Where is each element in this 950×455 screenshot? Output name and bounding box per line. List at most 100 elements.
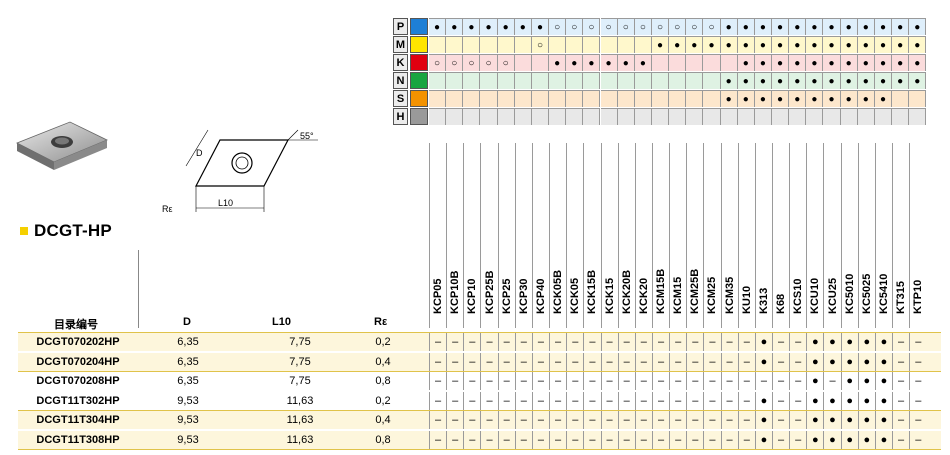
- grade-availability-cell: ●: [857, 372, 875, 390]
- grade-label: K313: [757, 287, 770, 314]
- material-suitability-cell: ●: [892, 36, 910, 53]
- grade-availability-cell: –: [892, 430, 909, 449]
- material-suitability-cell: ○: [566, 18, 584, 35]
- grade-availability-cell: –: [583, 430, 600, 449]
- grade-availability-cell: –: [480, 391, 497, 410]
- grade-availability-cell: –: [703, 391, 720, 410]
- grade-availability-cell: ●: [874, 391, 892, 410]
- grade-label: KTP10: [912, 279, 925, 314]
- grade-availability-cell: –: [651, 333, 669, 351]
- material-suitability-cell: ●: [874, 90, 893, 107]
- catalog-number: DCGT11T302HP: [36, 394, 120, 407]
- grade-availability-cell: –: [909, 391, 926, 410]
- grade-availability-cell: –: [669, 372, 686, 390]
- diameter-value: 6,35: [177, 336, 199, 348]
- grade-label: KT315: [895, 280, 908, 314]
- grade-label: KCM15B: [655, 268, 667, 314]
- grade-label: KCK05B: [552, 269, 565, 314]
- material-suitability-cell: ○: [429, 54, 447, 71]
- material-suitability-cell: ●: [857, 54, 875, 71]
- grade-availability-cell: –: [651, 391, 669, 410]
- grade-availability-cell: –: [789, 391, 806, 410]
- grade-availability-cell: ●: [840, 391, 858, 410]
- material-suitability-cell: ●: [480, 18, 498, 35]
- grade-availability-cell: –: [754, 372, 772, 390]
- material-suitability-cell: ●: [857, 72, 875, 89]
- material-suitability-cell: [497, 36, 515, 53]
- grade-availability-cell: –: [634, 333, 652, 351]
- insert-photo: [16, 121, 108, 170]
- grade-availability-cell: –: [634, 372, 652, 390]
- material-suitability-cell: [892, 90, 910, 107]
- grade-availability-cell: ●: [806, 430, 823, 449]
- grade-availability-cell: –: [703, 372, 720, 390]
- catalog-number: DCGT070208HP: [36, 375, 120, 387]
- grade-availability-cell: –: [737, 333, 755, 351]
- grade-availability-cell: –: [789, 430, 806, 449]
- material-suitability-cell: ●: [720, 36, 738, 53]
- material-suitability-cell: [566, 108, 584, 125]
- material-suitability-cell: ●: [737, 36, 755, 53]
- material-suitability-cell: ○: [549, 18, 567, 35]
- material-suitability-cell: [566, 72, 584, 89]
- grade-availability-cell: –: [446, 372, 463, 390]
- grade-availability-cell: –: [600, 411, 618, 429]
- material-suitability-cell: [514, 90, 532, 107]
- material-suitability-cell: [549, 36, 567, 53]
- material-suitability-cell: ●: [772, 18, 790, 35]
- grade-column: KCM15: [669, 143, 686, 328]
- material-suitability-cell: [446, 90, 464, 107]
- material-suitability-cell: ●: [806, 54, 824, 71]
- material-suitability-cell: ○: [686, 18, 704, 35]
- grade-availability-cell: –: [531, 333, 549, 351]
- material-suitability-cell: [446, 36, 464, 53]
- material-suitability-cell: [429, 72, 447, 89]
- grade-availability-cell: ●: [754, 333, 772, 351]
- material-color-swatch: [410, 108, 428, 125]
- grade-availability-cell: –: [720, 391, 738, 410]
- grade-availability-cell: –: [463, 430, 480, 449]
- grade-label: KCU25: [826, 277, 839, 314]
- grade-availability-cell: ●: [754, 352, 772, 371]
- grade-availability-cell: –: [463, 372, 480, 390]
- material-suitability-cell: [480, 90, 498, 107]
- material-suitability-cell: [463, 36, 481, 53]
- grade-availability-cell: –: [892, 352, 909, 371]
- material-suitability-cell: [549, 90, 567, 107]
- length-value: 11,63: [286, 433, 314, 446]
- grade-availability-cell: ●: [874, 430, 892, 449]
- material-suitability-cell: [429, 36, 447, 53]
- grade-availability-cell: –: [583, 372, 600, 390]
- material-suitability-cell: [909, 90, 927, 107]
- material-suitability-cell: [909, 108, 927, 125]
- material-suitability-cell: ●: [566, 54, 584, 71]
- header-divider: [138, 250, 139, 328]
- grade-availability-cell: –: [480, 333, 497, 351]
- material-suitability-cell: [892, 108, 910, 125]
- grade-column: KCS10: [789, 143, 806, 328]
- material-suitability-cell: [583, 72, 601, 89]
- material-suitability-cell: ●: [737, 72, 755, 89]
- material-suitability-cell: [446, 72, 464, 89]
- grade-availability-cell: –: [583, 352, 600, 371]
- grade-availability-cell: –: [429, 391, 446, 410]
- grade-availability-cell: ●: [857, 391, 875, 410]
- material-letter: P: [393, 18, 408, 35]
- grade-availability-cell: –: [566, 333, 583, 351]
- drawing-label-re: Rε: [162, 204, 173, 214]
- material-color-swatch: [410, 90, 428, 107]
- material-suitability-cell: [531, 108, 550, 125]
- grade-availability-cell: –: [909, 333, 926, 351]
- grade-label: KC5025: [860, 273, 873, 314]
- material-suitability-cell: ●: [703, 36, 721, 53]
- material-suitability-cell: [686, 90, 704, 107]
- grade-availability-cell: –: [497, 430, 515, 449]
- grade-availability-cell: –: [463, 333, 480, 351]
- material-suitability-cell: [634, 36, 652, 53]
- material-suitability-cell: [480, 108, 498, 125]
- grade-availability-cell: ●: [874, 372, 892, 390]
- material-suitability-cell: [446, 108, 464, 125]
- grade-column: KTP10: [909, 143, 926, 328]
- radius-value: 0,4: [375, 355, 391, 368]
- grade-availability-cell: –: [463, 391, 480, 410]
